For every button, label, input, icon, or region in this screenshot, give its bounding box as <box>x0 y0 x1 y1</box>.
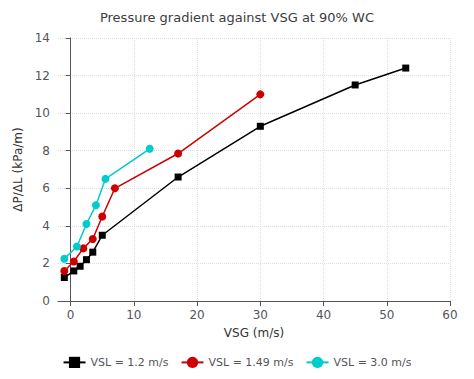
svg-text:VSL = 1.2 m/s: VSL = 1.2 m/s <box>91 356 169 369</box>
svg-text:10: 10 <box>35 106 50 120</box>
svg-text:40: 40 <box>316 308 331 322</box>
svg-text:8: 8 <box>42 144 50 158</box>
svg-text:10: 10 <box>126 308 141 322</box>
svg-text:VSL = 1.49 m/s: VSL = 1.49 m/s <box>209 356 294 369</box>
svg-text:50: 50 <box>379 308 394 322</box>
svg-text:ΔP/ΔL (kPa/m): ΔP/ΔL (kPa/m) <box>11 127 25 211</box>
svg-text:60: 60 <box>442 308 457 322</box>
svg-text:0: 0 <box>67 308 75 322</box>
svg-text:20: 20 <box>189 308 204 322</box>
svg-text:12: 12 <box>35 69 50 83</box>
svg-text:VSL = 3.0 m/s: VSL = 3.0 m/s <box>333 356 411 369</box>
svg-text:2: 2 <box>42 256 50 270</box>
svg-text:VSG (m/s): VSG (m/s) <box>224 326 284 340</box>
svg-text:14: 14 <box>35 31 50 45</box>
svg-text:Pressure gradient against VSG: Pressure gradient against VSG at 90% WC <box>100 10 374 25</box>
svg-text:0: 0 <box>42 294 50 308</box>
svg-text:30: 30 <box>253 308 268 322</box>
svg-text:6: 6 <box>42 181 50 195</box>
svg-text:4: 4 <box>42 219 50 233</box>
